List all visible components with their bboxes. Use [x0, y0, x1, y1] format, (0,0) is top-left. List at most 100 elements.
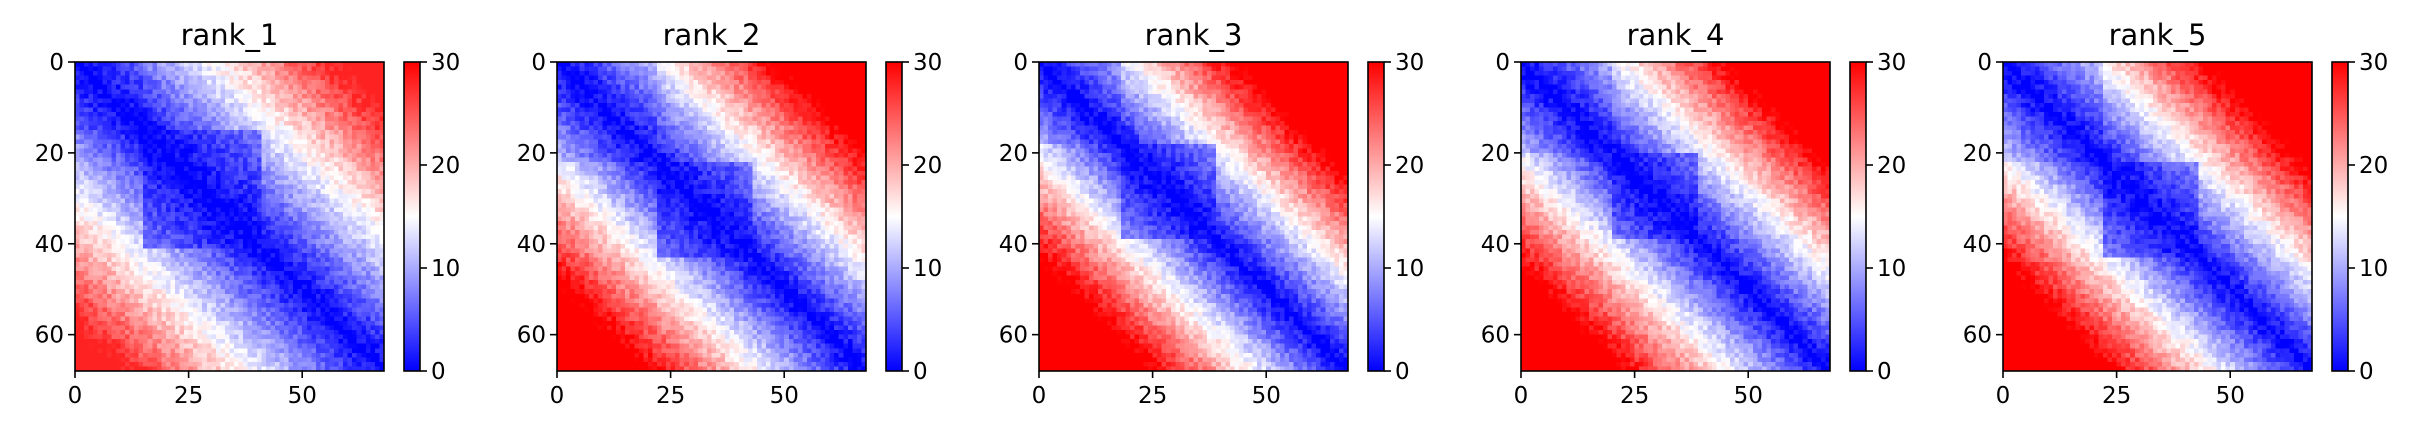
heatmap-cell — [84, 93, 89, 99]
heatmap-cell — [306, 298, 312, 304]
heatmap-cell — [193, 189, 198, 195]
heatmap-cell — [324, 216, 330, 222]
heatmap-cell — [306, 234, 312, 240]
heatmap-cell — [147, 330, 153, 335]
heatmap-cell — [261, 148, 267, 154]
heatmap-cell — [97, 230, 103, 235]
heatmap-cell — [343, 130, 348, 135]
heatmap-cell — [211, 280, 217, 285]
heatmap-cell — [152, 134, 158, 140]
heatmap-cell — [352, 325, 358, 331]
heatmap-cell — [324, 293, 330, 299]
heatmap-cell — [197, 139, 203, 145]
heatmap-cell — [306, 184, 312, 190]
heatmap-cell — [370, 275, 376, 281]
heatmap-cell — [856, 75, 862, 81]
heatmap-cell — [79, 134, 85, 140]
heatmap-cell — [288, 102, 294, 108]
heatmap-cell — [156, 116, 162, 122]
heatmap-cell — [188, 248, 194, 254]
heatmap-cell — [75, 252, 80, 258]
heatmap-cell — [352, 302, 358, 308]
heatmap-cell — [84, 343, 89, 349]
heatmap-cell — [147, 161, 153, 167]
heatmap-cell — [347, 157, 353, 163]
heatmap-cell — [174, 284, 180, 290]
heatmap-cell — [370, 152, 376, 158]
heatmap-cell — [352, 361, 358, 367]
heatmap-cell — [579, 80, 585, 86]
heatmap-cell — [284, 334, 289, 340]
heatmap-cell — [147, 311, 153, 317]
heatmap-cell — [302, 325, 308, 331]
heatmap-cell — [206, 357, 212, 363]
heatmap-cell — [252, 334, 258, 340]
heatmap-cell — [256, 98, 262, 104]
heatmap-cell — [365, 311, 371, 317]
heatmap-cell — [229, 189, 235, 195]
heatmap-cell — [75, 307, 80, 313]
heatmap-cell — [320, 139, 326, 145]
heatmap-cell — [370, 207, 376, 213]
heatmap-cell — [274, 175, 280, 181]
heatmap-cell — [115, 116, 121, 122]
heatmap-cell — [766, 66, 771, 72]
heatmap-cell — [197, 239, 203, 245]
heatmap-cell — [215, 271, 221, 276]
heatmap-cell — [174, 152, 180, 158]
heatmap-cell — [75, 230, 80, 235]
heatmap-cell — [124, 134, 130, 140]
heatmap-cell — [365, 116, 371, 122]
heatmap-cell — [197, 189, 203, 195]
heatmap-cell — [334, 157, 339, 163]
heatmap-cell — [311, 84, 317, 90]
heatmap-cell — [347, 339, 353, 345]
heatmap-cell — [129, 357, 135, 363]
heatmap-cell — [293, 307, 298, 313]
heatmap-cell — [734, 66, 740, 72]
heatmap-cell — [215, 221, 221, 226]
heatmap-cell — [343, 266, 348, 272]
heatmap-cell — [356, 221, 362, 226]
heatmap-cell — [365, 243, 371, 249]
heatmap-cell — [79, 75, 85, 81]
heatmap-cell — [320, 125, 326, 131]
heatmap-cell — [197, 211, 203, 217]
heatmap-cell — [120, 207, 126, 213]
heatmap-cell — [188, 116, 194, 122]
heatmap-cell — [243, 111, 248, 117]
heatmap-cell — [152, 343, 158, 349]
heatmap-cell — [315, 339, 321, 345]
heatmap-cell — [365, 248, 371, 254]
heatmap-cell — [93, 261, 99, 267]
heatmap-cell — [211, 216, 217, 222]
heatmap-cell — [79, 266, 85, 272]
heatmap-cell — [102, 325, 108, 331]
heatmap-cell — [138, 102, 144, 108]
heatmap-cell — [79, 180, 85, 185]
heatmap-cell — [338, 316, 344, 322]
heatmap-cell — [374, 143, 380, 149]
heatmap-cell — [156, 330, 162, 335]
heatmap-cell — [347, 316, 353, 322]
heatmap-cell — [334, 348, 339, 354]
heatmap-cell — [238, 111, 244, 117]
heatmap-cell — [202, 166, 208, 172]
heatmap-cell — [297, 216, 303, 222]
heatmap-cell — [261, 348, 267, 354]
heatmap-cell — [215, 116, 221, 122]
heatmap-cell — [138, 366, 144, 372]
heatmap-cell — [265, 111, 271, 117]
heatmap-cell — [320, 107, 326, 113]
heatmap-cell — [252, 139, 258, 145]
heatmap-cell — [625, 80, 630, 86]
heatmap-cell — [334, 271, 339, 276]
heatmap-cell — [274, 121, 280, 126]
heatmap-cell — [247, 216, 253, 222]
heatmap-cell — [247, 75, 253, 81]
heatmap-cell — [215, 189, 221, 195]
heatmap-cell — [329, 275, 335, 281]
heatmap-cell — [588, 62, 594, 67]
heatmap-cell — [243, 71, 248, 76]
heatmap-cell — [220, 75, 226, 81]
